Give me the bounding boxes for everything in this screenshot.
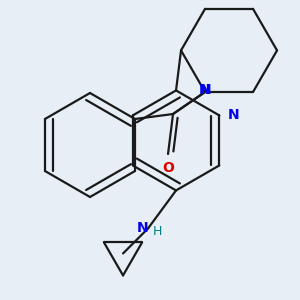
Text: N: N bbox=[200, 83, 212, 97]
Text: N: N bbox=[199, 83, 211, 97]
Text: H: H bbox=[152, 225, 162, 238]
Text: N: N bbox=[227, 108, 239, 122]
Text: O: O bbox=[162, 161, 174, 175]
Text: N: N bbox=[137, 221, 149, 236]
